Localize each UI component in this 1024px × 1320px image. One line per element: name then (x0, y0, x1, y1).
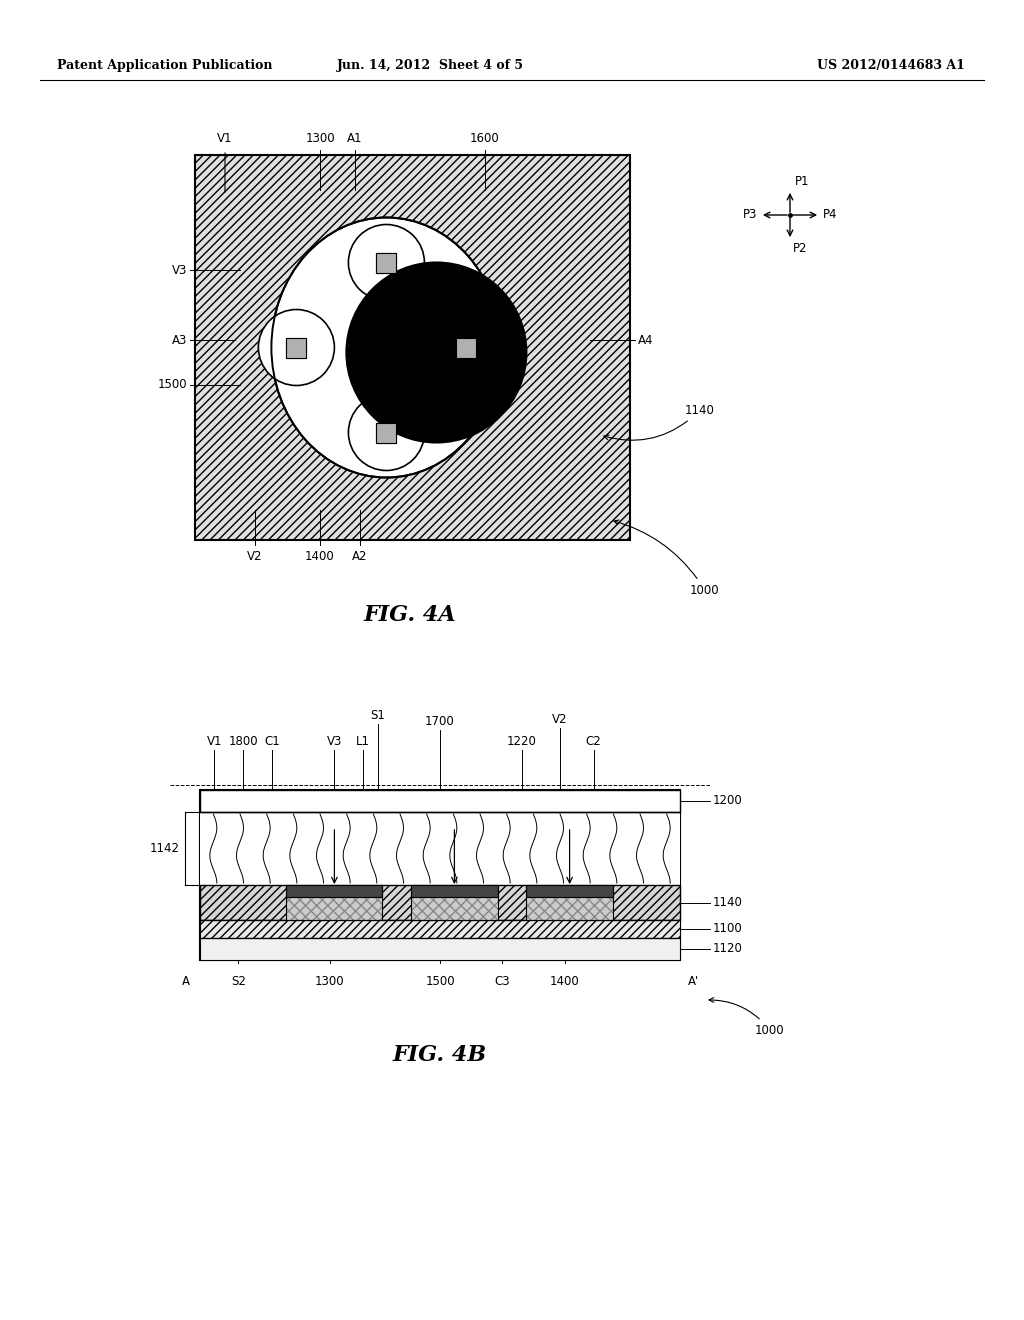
Text: Patent Application Publication: Patent Application Publication (57, 58, 272, 71)
Text: S2: S2 (231, 975, 246, 987)
Circle shape (346, 263, 526, 442)
Ellipse shape (271, 218, 502, 478)
Text: FIG. 4B: FIG. 4B (393, 1044, 487, 1067)
Text: C1: C1 (264, 735, 280, 748)
Bar (377, 252, 396, 272)
Bar (287, 884, 382, 920)
Text: 1300: 1300 (305, 132, 335, 145)
Text: 1700: 1700 (425, 715, 455, 729)
Bar (200, 884, 680, 920)
Bar (377, 422, 396, 442)
Bar (200, 789, 680, 960)
Text: V1: V1 (207, 735, 222, 748)
Text: C3: C3 (495, 975, 510, 987)
Text: C2: C2 (586, 735, 601, 748)
Text: 1142: 1142 (150, 842, 180, 855)
Text: 1000: 1000 (613, 520, 720, 597)
Text: 1140: 1140 (604, 404, 715, 441)
Circle shape (258, 309, 335, 385)
Text: V2: V2 (552, 713, 567, 726)
Text: 1400: 1400 (305, 550, 335, 564)
Text: 1500: 1500 (158, 379, 187, 392)
Text: 1140: 1140 (713, 896, 742, 909)
Circle shape (348, 395, 424, 470)
Bar (377, 252, 396, 272)
Text: 1300: 1300 (314, 975, 344, 987)
Text: V2: V2 (247, 550, 263, 564)
Text: A3: A3 (172, 334, 187, 346)
Text: A2: A2 (352, 550, 368, 564)
Text: 1100: 1100 (713, 923, 742, 936)
Circle shape (428, 309, 505, 385)
Bar (526, 884, 612, 898)
Text: A': A' (688, 975, 699, 987)
Text: 1400: 1400 (550, 975, 580, 987)
Text: US 2012/0144683 A1: US 2012/0144683 A1 (817, 58, 965, 71)
Bar (195, 154, 630, 540)
Text: L1: L1 (356, 735, 371, 748)
Text: 1800: 1800 (228, 735, 258, 748)
Text: 1220: 1220 (507, 735, 537, 748)
Bar (457, 338, 476, 358)
Bar (200, 812, 680, 884)
Bar (526, 884, 612, 920)
Bar (412, 884, 498, 920)
Text: P3: P3 (742, 209, 757, 222)
Bar (287, 884, 382, 898)
Bar (287, 898, 382, 920)
Text: 1200: 1200 (713, 795, 742, 808)
Text: 1000: 1000 (709, 998, 784, 1036)
Text: S1: S1 (370, 709, 385, 722)
Bar (526, 898, 612, 920)
Text: P2: P2 (793, 242, 808, 255)
Text: P4: P4 (823, 209, 838, 222)
Bar (287, 338, 306, 358)
Bar (412, 898, 498, 920)
Bar (457, 338, 476, 358)
Text: P1: P1 (795, 176, 810, 187)
Text: V3: V3 (327, 735, 342, 748)
Text: V1: V1 (217, 132, 232, 145)
Bar (412, 884, 498, 898)
Text: A1: A1 (347, 132, 362, 145)
Text: V3: V3 (172, 264, 187, 276)
Bar (200, 920, 680, 939)
Text: 1500: 1500 (425, 975, 455, 987)
Bar (200, 789, 680, 812)
Text: A: A (182, 975, 190, 987)
Bar (287, 338, 306, 358)
Text: A4: A4 (638, 334, 653, 346)
Bar (200, 939, 680, 960)
Text: 1600: 1600 (470, 132, 500, 145)
Text: FIG. 4A: FIG. 4A (364, 605, 457, 626)
Text: 1120: 1120 (713, 942, 742, 956)
Bar (377, 422, 396, 442)
Circle shape (348, 224, 424, 301)
Text: Jun. 14, 2012  Sheet 4 of 5: Jun. 14, 2012 Sheet 4 of 5 (337, 58, 523, 71)
